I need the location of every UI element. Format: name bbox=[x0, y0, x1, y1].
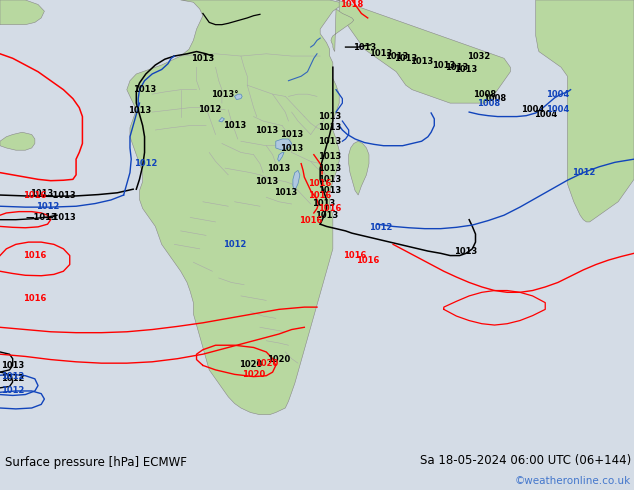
Text: 1018: 1018 bbox=[340, 0, 363, 9]
Text: 1013: 1013 bbox=[410, 57, 433, 66]
Text: 1013: 1013 bbox=[318, 175, 341, 184]
Text: 1020: 1020 bbox=[242, 370, 265, 379]
Text: 1016: 1016 bbox=[309, 179, 332, 188]
Text: 1013: 1013 bbox=[394, 54, 417, 63]
Text: 1012: 1012 bbox=[1, 372, 24, 381]
Text: 1013: 1013 bbox=[318, 137, 341, 146]
Text: ©weatheronline.co.uk: ©weatheronline.co.uk bbox=[515, 476, 631, 486]
Polygon shape bbox=[349, 141, 369, 195]
Text: 1013: 1013 bbox=[1, 361, 24, 370]
Text: 1016: 1016 bbox=[23, 251, 46, 260]
Text: 1013: 1013 bbox=[318, 152, 341, 161]
Text: 1004: 1004 bbox=[521, 105, 544, 114]
Polygon shape bbox=[235, 94, 242, 99]
Text: 1013: 1013 bbox=[223, 121, 246, 130]
Text: 1008: 1008 bbox=[477, 98, 500, 108]
Text: 1016: 1016 bbox=[23, 294, 46, 303]
Text: —1013: —1013 bbox=[44, 214, 76, 222]
Text: 1016: 1016 bbox=[309, 191, 332, 199]
Text: 1008: 1008 bbox=[483, 94, 506, 103]
Polygon shape bbox=[219, 118, 224, 122]
Polygon shape bbox=[278, 152, 284, 161]
Text: 1013: 1013 bbox=[312, 199, 335, 209]
Text: 1032: 1032 bbox=[467, 51, 490, 61]
Text: 1016: 1016 bbox=[299, 216, 322, 225]
Text: 1020: 1020 bbox=[239, 360, 262, 368]
Text: —1013: —1013 bbox=[44, 191, 76, 199]
Polygon shape bbox=[336, 0, 510, 103]
Text: 1013: 1013 bbox=[432, 60, 455, 70]
Text: 1016: 1016 bbox=[344, 251, 366, 260]
Text: 1013: 1013 bbox=[318, 164, 341, 172]
Text: 1012: 1012 bbox=[369, 223, 392, 232]
Text: 1012: 1012 bbox=[134, 159, 157, 168]
Text: Sa 18-05-2024 06:00 UTC (06+144): Sa 18-05-2024 06:00 UTC (06+144) bbox=[420, 454, 631, 467]
Text: Surface pressure [hPa] ECMWF: Surface pressure [hPa] ECMWF bbox=[5, 456, 187, 469]
Text: 1012: 1012 bbox=[223, 240, 246, 249]
Text: 1013: 1013 bbox=[455, 65, 477, 74]
Text: 1013: 1013 bbox=[268, 164, 290, 172]
Text: 1013: 1013 bbox=[255, 177, 278, 186]
Text: 1013: 1013 bbox=[315, 211, 338, 220]
Text: 1013: 1013 bbox=[369, 49, 392, 58]
Text: 1013: 1013 bbox=[30, 189, 53, 198]
Polygon shape bbox=[536, 0, 634, 222]
Polygon shape bbox=[0, 0, 44, 24]
Text: 1016: 1016 bbox=[318, 204, 341, 213]
Polygon shape bbox=[331, 9, 354, 51]
Text: 1012: 1012 bbox=[572, 168, 595, 177]
Text: 1013: 1013 bbox=[445, 63, 468, 72]
Text: 1013: 1013 bbox=[280, 130, 303, 139]
Text: 1013: 1013 bbox=[128, 106, 151, 115]
Text: 1013: 1013 bbox=[318, 123, 341, 132]
Polygon shape bbox=[276, 139, 292, 150]
Text: 1016: 1016 bbox=[356, 256, 379, 265]
Text: 1013: 1013 bbox=[255, 125, 278, 135]
Text: 1004: 1004 bbox=[547, 105, 569, 114]
Text: 1016: 1016 bbox=[23, 191, 46, 199]
Polygon shape bbox=[127, 0, 342, 415]
Text: 1013: 1013 bbox=[191, 54, 214, 63]
Text: 1004: 1004 bbox=[547, 90, 569, 98]
Text: 1013: 1013 bbox=[318, 112, 341, 121]
Text: 1013: 1013 bbox=[353, 43, 376, 51]
Text: 1013°: 1013° bbox=[211, 90, 239, 98]
Text: —1013: —1013 bbox=[25, 214, 57, 222]
Text: 1013: 1013 bbox=[318, 186, 341, 195]
Text: 1012: 1012 bbox=[36, 202, 59, 211]
Text: 1012: 1012 bbox=[1, 374, 24, 383]
Text: 1012: 1012 bbox=[1, 387, 24, 395]
Text: 1012: 1012 bbox=[198, 105, 221, 114]
Text: 1013: 1013 bbox=[455, 246, 477, 256]
Text: 1013: 1013 bbox=[385, 51, 408, 61]
Text: 1004: 1004 bbox=[534, 110, 557, 119]
Text: 1020: 1020 bbox=[255, 359, 278, 368]
Text: 1013: 1013 bbox=[133, 85, 156, 94]
Polygon shape bbox=[0, 132, 35, 150]
Text: 1013: 1013 bbox=[274, 188, 297, 197]
Polygon shape bbox=[293, 171, 300, 191]
Text: 1008: 1008 bbox=[474, 90, 496, 98]
Text: 1013: 1013 bbox=[280, 145, 303, 153]
Text: 1020: 1020 bbox=[268, 355, 290, 364]
